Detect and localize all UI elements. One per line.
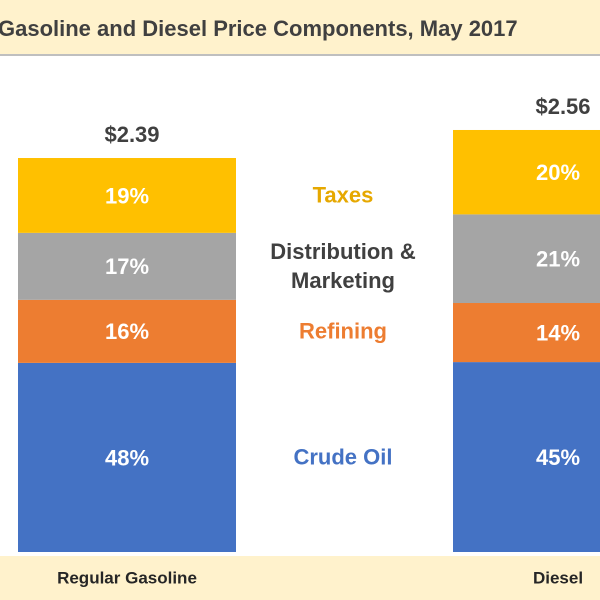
title-band xyxy=(0,0,600,55)
value-label: 16% xyxy=(105,319,149,344)
value-label: 48% xyxy=(105,445,149,470)
bar-segment xyxy=(18,158,236,233)
legend-label: Refining xyxy=(299,318,387,344)
bar-segment xyxy=(453,214,600,304)
total-label: $2.39 xyxy=(104,122,159,147)
x-tick-label: Regular Gasoline xyxy=(57,568,197,587)
legend-label: Crude Oil xyxy=(293,444,393,470)
bar-segment xyxy=(453,129,600,215)
value-label: 20% xyxy=(536,160,580,185)
value-label: 21% xyxy=(536,247,580,272)
legend-label: Taxes xyxy=(312,182,374,208)
bar-segment xyxy=(453,362,600,552)
x-tick-label: Diesel xyxy=(533,568,583,587)
legend-label: Distribution & Marketing xyxy=(270,239,416,294)
value-label: 14% xyxy=(536,320,580,345)
total-label: $2.56 xyxy=(535,94,590,119)
category-band xyxy=(0,556,600,600)
bar-segment xyxy=(18,362,236,552)
chart-title: Gasoline and Diesel Price Components, Ma… xyxy=(0,16,518,41)
value-label: 17% xyxy=(105,254,149,279)
value-label: 19% xyxy=(105,183,149,208)
value-label: 45% xyxy=(536,445,580,470)
bar-segment xyxy=(18,299,236,363)
bar-segment xyxy=(453,303,600,363)
bar-segment xyxy=(18,232,236,300)
